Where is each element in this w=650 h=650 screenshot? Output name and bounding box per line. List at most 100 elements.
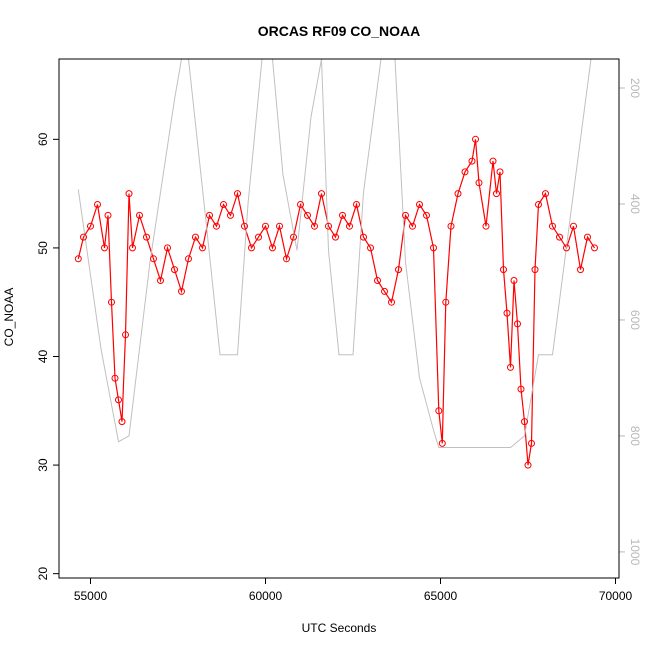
data-point (129, 244, 136, 252)
data-point (416, 201, 423, 208)
data-point (556, 233, 563, 241)
data-point (290, 233, 297, 241)
data-point (442, 298, 450, 306)
data-point (503, 309, 511, 317)
data-point (87, 222, 94, 230)
data-point (171, 266, 178, 274)
chart-title: ORCAS RF09 CO_NOAA (258, 23, 421, 39)
data-point (283, 255, 290, 263)
data-point (374, 277, 381, 284)
y2-tick-label: 1000 (628, 539, 642, 566)
data-point (276, 222, 283, 230)
data-point (318, 190, 325, 198)
data-point (395, 266, 402, 274)
y-tick-label: 20 (36, 567, 50, 581)
data-point (430, 244, 437, 252)
x-tick-label: 65000 (424, 589, 458, 603)
data-point (454, 190, 462, 198)
series-line-1 (77, 58, 592, 448)
data-point (206, 211, 213, 219)
data-point (435, 407, 443, 415)
series-lines (77, 58, 596, 466)
data-point (118, 418, 126, 426)
data-point (304, 211, 311, 219)
y2-tick-label: 800 (628, 426, 642, 446)
data-point (311, 222, 318, 230)
data-point (80, 233, 87, 241)
data-point (510, 277, 518, 284)
data-point (489, 157, 497, 165)
data-point (570, 222, 577, 230)
data-point (438, 439, 446, 447)
data-point (461, 168, 469, 176)
data-point (500, 266, 507, 274)
data-point (346, 222, 353, 230)
data-point (482, 222, 490, 230)
data-point (549, 222, 556, 230)
y2-tick-label: 200 (628, 78, 642, 98)
data-point (297, 201, 304, 208)
data-point (185, 255, 192, 263)
y-tick-label: 40 (36, 350, 50, 364)
data-point (178, 287, 185, 295)
data-point (74, 255, 82, 263)
data-point (122, 331, 129, 339)
data-point (472, 135, 479, 143)
data-point (423, 211, 430, 219)
y-tick-label: 50 (36, 241, 50, 255)
data-point (496, 168, 504, 176)
data-point (101, 244, 108, 252)
data-point (584, 233, 591, 241)
data-point (591, 244, 598, 252)
data-point (535, 201, 542, 208)
data-point (517, 385, 525, 393)
y-tick-label: 60 (36, 132, 50, 146)
series-points (74, 135, 598, 469)
data-point (388, 298, 395, 306)
data-point (524, 461, 532, 469)
data-point (521, 418, 528, 426)
data-point (255, 233, 262, 241)
data-point (577, 266, 584, 274)
data-point (531, 266, 539, 274)
data-point (227, 211, 234, 219)
axes: 55000 60000 65000 70000 20 30 40 50 60 200 400 600 8… (36, 78, 642, 603)
data-point (367, 244, 374, 252)
data-point (234, 190, 241, 198)
data-point (248, 244, 255, 252)
data-point (199, 244, 206, 252)
data-point (360, 233, 367, 241)
data-point (192, 233, 199, 241)
data-point (468, 157, 476, 165)
x-tick-label: 60000 (249, 589, 283, 603)
x-axis-label: UTC Seconds (302, 621, 377, 635)
x-tick-label: 55000 (74, 589, 108, 603)
data-point (220, 201, 227, 208)
data-point (402, 211, 409, 219)
data-point (262, 222, 269, 230)
data-point (514, 320, 521, 328)
plot-frame (58, 58, 620, 579)
data-point (108, 298, 115, 306)
data-point (381, 287, 388, 295)
data-point (269, 244, 276, 252)
data-point (115, 396, 122, 404)
data-point (339, 211, 346, 219)
data-point (528, 439, 535, 447)
data-point (447, 222, 455, 230)
data-point (164, 244, 171, 252)
data-point (104, 211, 112, 219)
data-point (507, 363, 514, 371)
data-point (150, 255, 157, 263)
data-point (409, 222, 416, 230)
x-tick-label: 70000 (599, 589, 633, 603)
data-point (542, 190, 549, 198)
data-point (125, 190, 133, 198)
data-point (475, 179, 483, 187)
data-point (332, 233, 339, 241)
data-point (325, 222, 332, 230)
series-line-0 (77, 139, 596, 466)
y2-tick-label: 400 (628, 194, 642, 214)
data-point (111, 374, 119, 382)
